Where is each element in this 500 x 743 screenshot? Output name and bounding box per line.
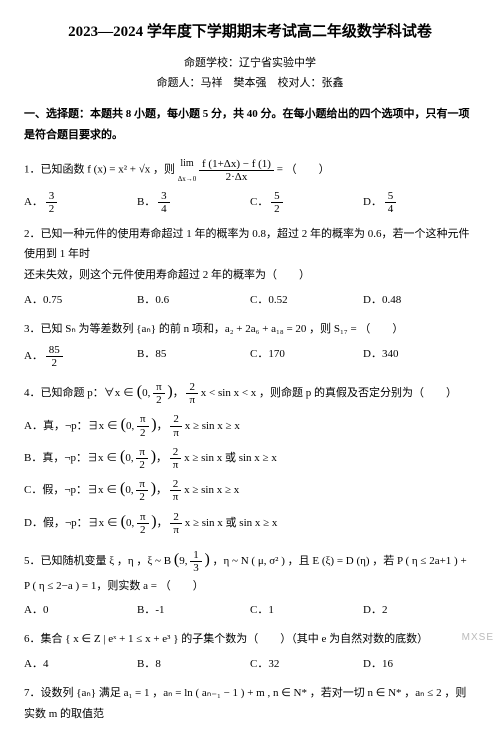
q4-2pi-num: 2 — [186, 381, 198, 394]
q5-opt-d: D．2 — [363, 600, 476, 621]
q1-b-label: B． — [137, 196, 155, 208]
q4-mid: x < sin x < x ，则命题 p 的真假及否定分别为（ ） — [201, 387, 457, 399]
q4c-2pi-num: 2 — [170, 478, 182, 491]
q4-b-pre: B．真，¬p：∃x ∈ — [24, 452, 120, 464]
q1-opt-a: A． 32 — [24, 190, 137, 215]
q4a-2pi-num: 2 — [170, 413, 182, 426]
q7-text: 7．设数列 {aₙ} 满足 a₁ = 1 ，aₙ = ln ( aₙ₋₁ − 1… — [24, 683, 476, 725]
q4-opt-b: B．真，¬p：∃x ∈ (0, π2 )， 2π x ≥ sin x 或 sin… — [24, 442, 476, 472]
q3-text: 3．已知 Sₙ 为等差数列 {aₙ} 的前 n 项和，a₂ + 2a₆ + a₁… — [24, 319, 476, 340]
authors-line: 命题人：马祥 樊本强 校对人：张鑫 — [24, 73, 476, 94]
q2-opt-d: D．0.48 — [363, 290, 476, 311]
q4-opt-c: C．假，¬p：∃x ∈ (0, π2 )， 2π x ≥ sin x ≥ x — [24, 474, 476, 504]
q1-c-num: 5 — [271, 190, 283, 203]
q4-a-tail: x ≥ sin x ≥ x — [185, 420, 240, 432]
question-4: 4．已知命题 p：∀x ∈ ((0, 0, π2 )， 2π x < sin x… — [24, 377, 476, 537]
page-title: 2023—2024 学年度下学期期末考试高二年级数学科试卷 — [24, 18, 476, 47]
q1-a-num: 3 — [46, 190, 58, 203]
q4d-2pi-den: π — [170, 524, 182, 536]
q1-a-den: 2 — [46, 203, 58, 215]
q1-b-den: 4 — [158, 203, 170, 215]
q3-opt-c: C．170 — [250, 344, 363, 369]
q2-opt-a: A．0.75 — [24, 290, 137, 311]
q6-opt-a: A．4 — [24, 654, 137, 675]
q4-2pi-den: π — [186, 394, 198, 406]
watermark: MXSE — [462, 628, 494, 647]
q4-opt-a: A．真，¬p：∃x ∈ (0, π2 )， 2π x ≥ sin x ≥ x — [24, 410, 476, 440]
question-2: 2．已知一种元件的使用寿命超过 1 年的概率为 0.8，超过 2 年的概率为 0… — [24, 224, 476, 312]
q1-d-num: 5 — [385, 190, 397, 203]
q1-lim-sub: Δx→0 — [178, 173, 197, 186]
section-1-head: 一、选择题：本题共 8 小题，每小题 5 分，共 40 分。在每小题给出的四个选… — [24, 104, 476, 146]
q1-opt-d: D． 54 — [363, 190, 476, 215]
q2-opt-c: C．0.52 — [250, 290, 363, 311]
q4-d-pre: D．假，¬p：∃x ∈ — [24, 517, 121, 529]
q4d-pi-num: π — [137, 511, 149, 524]
q3-a-label: A． — [24, 350, 43, 362]
question-1: 1．已知函数 f (x) = x² + √x ，则 lim Δx→0 f (1+… — [24, 154, 476, 215]
q4c-pi-num: π — [136, 478, 148, 491]
school-line: 命题学校：辽宁省实验中学 — [24, 53, 476, 74]
q5-binom-num: 1 — [190, 549, 202, 562]
q1-lim-den: 2·Δx — [199, 171, 274, 183]
q4-b-tail: x ≥ sin x 或 sin x ≥ x — [184, 452, 277, 464]
q4b-2pi-num: 2 — [170, 446, 182, 459]
q4-d-tail: x ≥ sin x 或 sin x ≥ x — [185, 517, 278, 529]
q4-pi-den: 2 — [153, 394, 165, 406]
q5-opt-a: A．0 — [24, 600, 137, 621]
q1-d-label: D． — [363, 196, 382, 208]
q4-prefix: 4．已知命题 p：∀x ∈ — [24, 387, 137, 399]
q4-pi-num: π — [153, 381, 165, 394]
q4a-2pi-den: π — [170, 427, 182, 439]
q6-opt-d: D．16 — [363, 654, 476, 675]
q5-line2: P ( η ≤ 2−a ) = 1，则实数 a = （ ） — [24, 576, 476, 597]
q1-opt-c: C． 52 — [250, 190, 363, 215]
q2-line1: 2．已知一种元件的使用寿命超过 1 年的概率为 0.8，超过 2 年的概率为 0… — [24, 224, 476, 266]
q5-prefix: 5．已知随机变量 ξ ，η ，ξ ~ B — [24, 555, 171, 567]
q4d-2pi-num: 2 — [170, 511, 182, 524]
q6-opt-b: B．8 — [137, 654, 250, 675]
question-6: 6．集合 { x ∈ Z | eˣ + 1 ≤ x + e³ } 的子集个数为（… — [24, 629, 476, 675]
q1-lim-num: f (1+Δx) − f (1) — [199, 158, 274, 171]
q4-a-pre: A．真，¬p：∃x ∈ — [24, 420, 121, 432]
q2-opt-b: B．0.6 — [137, 290, 250, 311]
question-7: 7．设数列 {aₙ} 满足 a₁ = 1 ，aₙ = ln ( aₙ₋₁ − 1… — [24, 683, 476, 725]
q1-b-num: 3 — [158, 190, 170, 203]
q4b-pi-num: π — [136, 446, 148, 459]
q1-c-label: C． — [250, 196, 268, 208]
q1-prefix: 1．已知函数 f (x) = x² + √x ，则 — [24, 164, 178, 176]
q3-opt-a: A． 852 — [24, 344, 137, 369]
q4-c-tail: x ≥ sin x ≥ x — [184, 484, 239, 496]
q4c-2pi-den: π — [170, 491, 182, 503]
q5-binom-den: 3 — [190, 562, 202, 574]
q1-c-den: 2 — [271, 203, 283, 215]
q1-suffix: = （ ） — [277, 164, 330, 176]
q4d-pi-den: 2 — [137, 524, 149, 536]
q2-line2: 还未失效，则这个元件使用寿命超过 2 年的概率为（ ） — [24, 265, 476, 286]
q3-a-num: 85 — [46, 344, 63, 357]
q4-opt-d: D．假，¬p：∃x ∈ (0, π2 )， 2π x ≥ sin x 或 sin… — [24, 507, 476, 537]
q4c-pi-den: 2 — [136, 491, 148, 503]
q1-opt-b: B． 34 — [137, 190, 250, 215]
q4-c-pre: C．假，¬p：∃x ∈ — [24, 484, 120, 496]
q4b-2pi-den: π — [170, 459, 182, 471]
q1-lim-label: lim — [178, 154, 197, 173]
q4a-pi-den: 2 — [137, 427, 149, 439]
q3-opt-d: D．340 — [363, 344, 476, 369]
q1-a-label: A． — [24, 196, 43, 208]
q4a-pi-num: π — [137, 413, 149, 426]
question-3: 3．已知 Sₙ 为等差数列 {aₙ} 的前 n 项和，a₂ + 2a₆ + a₁… — [24, 319, 476, 369]
q5-opt-b: B．-1 — [137, 600, 250, 621]
q6-text: 6．集合 { x ∈ Z | eˣ + 1 ≤ x + e³ } 的子集个数为（… — [24, 629, 476, 650]
q5-opt-c: C．1 — [250, 600, 363, 621]
q6-opt-c: C．32 — [250, 654, 363, 675]
q3-a-den: 2 — [46, 357, 63, 369]
q5-mid1: ，η ~ N ( μ, σ² ) ，且 E (ξ) = D (η) ，若 P (… — [213, 555, 467, 567]
q4b-pi-den: 2 — [136, 459, 148, 471]
question-5: 5．已知随机变量 ξ ，η ，ξ ~ B (9, 13 ) ，η ~ N ( μ… — [24, 545, 476, 621]
q1-d-den: 4 — [385, 203, 397, 215]
q3-opt-b: B．85 — [137, 344, 250, 369]
